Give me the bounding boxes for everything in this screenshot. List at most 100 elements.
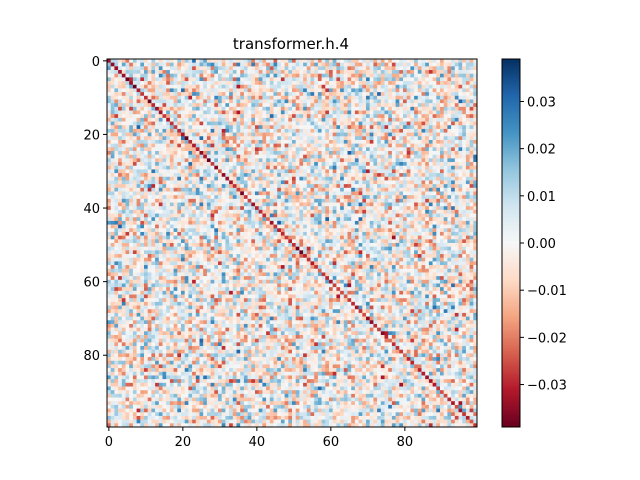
heatmap-cell xyxy=(465,191,470,196)
heatmap-cell xyxy=(132,70,137,74)
heatmap-cell xyxy=(388,187,393,192)
heatmap-cell xyxy=(380,77,385,82)
heatmap-cell xyxy=(151,88,156,93)
heatmap-cell xyxy=(369,73,374,78)
heatmap-cell xyxy=(140,59,145,63)
heatmap-cell xyxy=(110,220,115,225)
heatmap-cell xyxy=(110,209,115,214)
heatmap-cell xyxy=(321,228,326,233)
heatmap-cell xyxy=(273,81,278,86)
heatmap-cell xyxy=(288,151,293,155)
heatmap-cell xyxy=(225,154,230,159)
heatmap-cell xyxy=(377,220,382,225)
heatmap-cell xyxy=(266,176,271,181)
heatmap-cell xyxy=(169,77,174,82)
heatmap-cell xyxy=(158,139,163,144)
heatmap-cell xyxy=(306,198,311,203)
heatmap-cell xyxy=(314,239,319,244)
heatmap-cell xyxy=(173,84,178,89)
heatmap-cell xyxy=(218,81,222,86)
heatmap-cell xyxy=(421,173,426,178)
heatmap-cell xyxy=(273,59,278,63)
heatmap-cell xyxy=(199,198,204,203)
heatmap-cell xyxy=(299,106,304,111)
heatmap-cell xyxy=(351,103,356,108)
heatmap-cell xyxy=(384,206,389,211)
heatmap-cell xyxy=(440,95,444,100)
heatmap-cell xyxy=(432,114,437,119)
heatmap-cell xyxy=(454,66,459,71)
heatmap-cell xyxy=(340,84,345,89)
heatmap-cell xyxy=(232,103,237,108)
heatmap-cell xyxy=(336,92,341,97)
heatmap-cell xyxy=(306,202,311,207)
heatmap-cell xyxy=(206,158,211,163)
heatmap-cell xyxy=(229,128,234,133)
heatmap-cell xyxy=(162,180,167,185)
heatmap-cell xyxy=(269,180,274,185)
heatmap-cell xyxy=(206,77,211,82)
heatmap-cell xyxy=(181,239,185,244)
heatmap-cell xyxy=(218,217,222,222)
heatmap-cell xyxy=(247,158,252,163)
heatmap-cell xyxy=(377,143,382,148)
heatmap-cell xyxy=(380,209,385,214)
heatmap-cell xyxy=(203,180,208,185)
heatmap-cell xyxy=(366,220,370,225)
heatmap-cell xyxy=(195,176,200,181)
heatmap-cell xyxy=(340,143,345,148)
heatmap-cell xyxy=(247,114,252,119)
heatmap-cell xyxy=(354,84,359,89)
heatmap-cell xyxy=(369,84,374,89)
heatmap-cell xyxy=(214,213,219,218)
heatmap-cell xyxy=(410,106,415,111)
heatmap-cell xyxy=(329,191,333,196)
heatmap-cell xyxy=(358,125,363,130)
heatmap-cell xyxy=(206,198,211,203)
heatmap-cell xyxy=(251,231,256,236)
heatmap-cell xyxy=(132,132,137,137)
heatmap-cell xyxy=(162,62,167,67)
heatmap-cell xyxy=(288,202,293,207)
heatmap-cell xyxy=(436,103,441,108)
heatmap-cell xyxy=(465,114,470,119)
heatmap-cell xyxy=(391,99,396,104)
heatmap-cell xyxy=(351,224,356,229)
heatmap-cell xyxy=(399,103,404,108)
heatmap-cell xyxy=(173,206,178,211)
heatmap-cell xyxy=(414,231,419,236)
heatmap-cell xyxy=(258,173,263,178)
heatmap-cell xyxy=(443,180,448,185)
heatmap-cell xyxy=(414,95,419,100)
heatmap-cell xyxy=(232,95,237,100)
heatmap-cell xyxy=(151,184,156,189)
heatmap-cell xyxy=(443,136,448,141)
heatmap-cell xyxy=(306,165,311,170)
heatmap-cell xyxy=(118,66,123,71)
heatmap-cell xyxy=(173,173,178,178)
heatmap-cell xyxy=(447,73,452,78)
heatmap-cell xyxy=(166,99,171,104)
heatmap-cell xyxy=(299,95,304,100)
heatmap-cell xyxy=(388,106,393,111)
heatmap-cell xyxy=(144,154,148,159)
heatmap-cell xyxy=(166,213,171,218)
heatmap-cell xyxy=(280,195,285,200)
heatmap-cell xyxy=(132,228,137,233)
heatmap-cell xyxy=(229,143,234,148)
heatmap-cell xyxy=(436,198,441,203)
heatmap-cell xyxy=(358,95,363,100)
heatmap-cell xyxy=(295,136,300,141)
heatmap-cell xyxy=(236,224,241,229)
heatmap-cell xyxy=(284,117,289,122)
heatmap-cell xyxy=(428,202,433,207)
heatmap-cell xyxy=(458,59,463,63)
heatmap-cell xyxy=(173,117,178,122)
heatmap-cell xyxy=(155,191,160,196)
heatmap-cell xyxy=(447,77,452,82)
heatmap-cell xyxy=(255,103,259,108)
heatmap-cell xyxy=(184,213,189,218)
heatmap-cell xyxy=(458,169,463,174)
heatmap-cell xyxy=(347,70,352,74)
